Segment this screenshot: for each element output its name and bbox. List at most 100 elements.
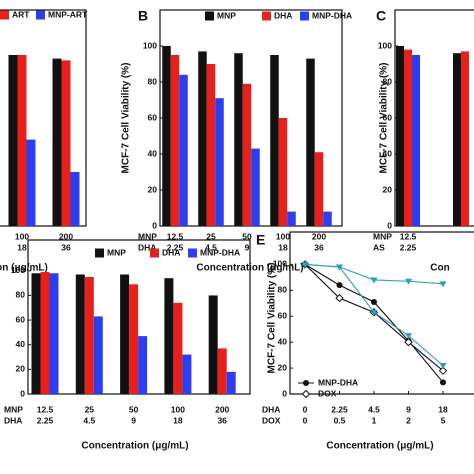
y-tick-label: 100 [143,40,157,50]
bar [453,53,461,227]
y-tick-label: 20 [278,362,288,372]
plot-frame [0,9,87,227]
x-tick-label: 100 [276,231,290,241]
point [370,309,378,316]
legend-swatch [95,248,104,258]
y-tick-label: 0 [20,388,25,398]
x-tick-label: 18 [173,415,183,425]
x-tick-label: 12.5 [400,231,417,241]
bar [179,74,188,226]
y-tick-label: 80 [278,285,288,295]
x-tick-label: 4.5 [368,404,380,414]
point [405,333,412,340]
panel-letter: C [376,8,386,24]
y-tick-label: 0 [387,220,392,230]
x-tick-label: 50 [242,231,252,241]
x-tick-label: 200 [215,404,229,414]
bar [206,64,216,226]
legend-label: MNP [217,10,236,20]
bar [198,51,207,227]
bar [182,354,192,394]
y-tick-label: 0 [282,388,287,398]
x-row-name: AS [373,242,385,252]
point [336,282,343,289]
bar [242,83,252,226]
legend-label: ART [12,9,30,19]
legend-label: DHA [162,247,180,257]
y-tick-label: 80 [16,290,26,300]
bar [306,58,315,226]
x-tick-label: 2.25 [331,404,348,414]
point [439,281,447,288]
plot-frame [289,231,474,395]
x-tick-label: 50 [129,404,139,414]
x-row-name: DHA [138,242,156,252]
legend-label: DHA [274,10,292,20]
x-tick-label: 18 [278,242,288,252]
bar [162,46,171,226]
legend-label: MNP-DHA [200,247,240,257]
x-tick-label: 9 [406,404,411,414]
y-tick-label: 40 [148,148,158,158]
x-tick-label: 2.25 [400,242,417,252]
panel-letter: E [256,232,265,248]
x-row-name: MNP [373,231,392,241]
bar [93,316,103,394]
bar [251,148,260,226]
x-tick-label: 100 [15,231,29,241]
point [335,293,344,303]
point [301,261,309,268]
x-tick-label: 200 [59,231,73,241]
x-tick-label: 25 [85,404,95,414]
point [440,379,446,386]
x-row-name: MNP [4,404,23,414]
x-tick-label: 200 [312,231,326,241]
legend-label: MNP-ART [48,9,88,19]
point [371,298,377,305]
x-axis-label: Concentration (μg/mL) [81,441,188,452]
legend-marker [303,380,309,386]
bar [170,55,180,226]
bar [215,98,224,226]
legend-swatch [188,248,197,258]
x-tick-label: 18 [17,242,27,252]
bar [75,274,85,394]
y-tick-label: 20 [383,184,393,194]
bar [120,274,130,394]
legend-swatch [205,11,214,21]
y-tick-label: 20 [148,184,158,194]
x-row-name: DOX [262,415,281,425]
panel-letter: B [138,8,148,24]
y-tick-label: 100 [378,40,392,50]
bar [70,172,80,226]
bar [173,302,183,394]
bar [234,53,243,227]
bar [217,348,227,394]
y-tick-label: 80 [383,76,393,86]
y-tick-label: 60 [383,112,393,122]
legend-label: MNP-DHA [312,10,352,20]
legend-label: MNP [107,247,126,257]
point [438,366,448,375]
bar [314,152,324,226]
bar [49,273,59,394]
legend-swatch [0,10,9,20]
y-tick-label: 100 [11,265,25,275]
x-tick-label: 4.5 [205,242,217,252]
x-tick-label: 1 [372,415,377,425]
bar [40,272,50,394]
bar [461,51,469,227]
legend-swatch [300,11,309,21]
bar [287,211,296,226]
x-tick-label: 18 [438,404,448,414]
bar [61,60,71,227]
y-axis-label: MCF-7 Cell Viability (%) [267,263,278,374]
x-tick-label: 9 [245,242,250,252]
bar [84,276,94,394]
y-tick-label: 0 [152,220,157,230]
bar [396,46,404,226]
x-tick-label: 5 [441,415,446,425]
point [405,278,412,285]
legend-label: DOX [318,388,337,398]
